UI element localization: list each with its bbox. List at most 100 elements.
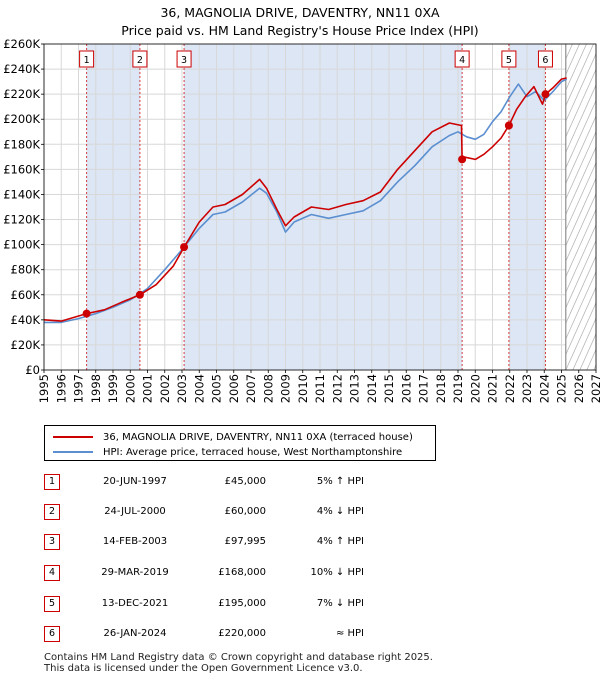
y-tick-label: £260K	[3, 37, 40, 51]
x-tick-label: 2024	[537, 374, 551, 403]
sale-hpi-comparison: 7% ↓ HPI	[316, 598, 364, 609]
sale-vertical-lines	[86, 44, 567, 370]
forecast-hatch	[565, 44, 596, 370]
sale-date: 13-DEC-2021	[101, 598, 169, 609]
x-tick-label: 2017	[417, 374, 431, 403]
sale-date: 20-JUN-1997	[103, 476, 167, 487]
y-tick-label: £60K	[11, 288, 41, 302]
x-tick-label: 2013	[348, 374, 362, 403]
x-tick-label: 2008	[261, 374, 275, 403]
hatch-line	[565, 84, 596, 154]
y-tick-label: £0	[25, 363, 40, 377]
x-tick-label: 2021	[486, 374, 500, 403]
hatch-line	[565, 177, 596, 247]
sale-number-badge: 2	[44, 504, 60, 520]
x-tick-label: 2022	[503, 374, 517, 403]
x-tick-label: 2023	[520, 374, 534, 403]
x-tick-labels: 1995 1996 1997 1998 1999 2000 2001 2002 2003 2004…	[37, 370, 600, 403]
footer-line-1: Contains HM Land Registry data © Crown c…	[44, 652, 433, 663]
y-tick-label: £100K	[3, 238, 40, 252]
x-tick-label: 2011	[313, 374, 327, 403]
sale-marker-label: 6	[542, 55, 548, 66]
title-line-2: Price paid vs. HM Land Registry's House …	[121, 23, 479, 38]
y-tick-label: £240K	[3, 62, 40, 76]
footer-line-2: This data is licensed under the Open Gov…	[44, 663, 363, 674]
hatch-line	[565, 161, 596, 231]
legend-property-label: 36, MAGNOLIA DRIVE, DAVENTRY, NN11 0XA (…	[103, 431, 413, 443]
sale-marker-box	[454, 50, 470, 68]
x-tick-label: 1997	[72, 374, 86, 403]
hatch-line	[565, 44, 594, 107]
x-tick-label: 2004	[192, 374, 206, 403]
x-tick-label: 1995	[37, 374, 51, 403]
x-tick-label: 1998	[89, 374, 103, 403]
legend-hpi-label: HPI: Average price, terraced house, West…	[103, 446, 403, 458]
x-tick-label: 2012	[330, 374, 344, 403]
sale-marker-box	[537, 50, 553, 68]
x-tick-label: 2014	[365, 374, 379, 403]
x-tick-label: 2027	[589, 374, 600, 403]
sale-point	[82, 309, 91, 318]
sale-price: £168,000	[218, 567, 266, 578]
y-tick-label: £20K	[11, 338, 41, 352]
y-tick-label: £80K	[11, 263, 41, 277]
sale-marker-labels: 1 2 3 4 5 6	[79, 50, 553, 68]
hatch-line	[565, 286, 596, 356]
sale-price: £60,000	[224, 506, 266, 517]
y-tick-label: £200K	[3, 112, 40, 126]
legend-item-property: 36, MAGNOLIA DRIVE, DAVENTRY, NN11 0XA (…	[53, 430, 413, 444]
x-tick-label: 2018	[434, 374, 448, 403]
sale-hpi-comparison: ≈ HPI	[335, 628, 364, 639]
y-tick-labels: £0 £20K £40K £60K £80K £100K £120K £140K £160K £1…	[3, 37, 44, 377]
property-price-line	[43, 77, 567, 322]
property-line-swatch	[53, 436, 93, 438]
sale-point	[504, 121, 513, 130]
price-chart: 1 2 3 4 5 6 £0 £20K £40K £60K £80K £100K £120K £140K…	[3, 37, 600, 403]
hpi-line-swatch	[53, 451, 93, 453]
y-tick-label: £180K	[3, 137, 40, 151]
y-tick-label: £220K	[3, 87, 40, 101]
sale-marker-label: 3	[181, 55, 187, 66]
sale-date: 14-FEB-2003	[102, 536, 168, 547]
sale-price: £220,000	[218, 628, 266, 639]
sale-marker-label: 2	[137, 55, 143, 66]
hatch-line	[565, 53, 596, 123]
sale-hpi-comparison: 4% ↑ HPI	[316, 536, 364, 547]
forecast-area	[565, 44, 596, 370]
sale-date: 29-MAR-2019	[101, 567, 169, 578]
x-tick-label: 1999	[106, 374, 120, 403]
sale-point	[180, 243, 189, 252]
hpi-line	[44, 78, 568, 324]
shaded-span	[184, 44, 463, 370]
x-tick-label: 2020	[468, 374, 482, 403]
x-tick-label: 2015	[382, 374, 396, 403]
sale-price: £195,000	[218, 598, 266, 609]
hatch-line	[565, 193, 596, 263]
hatch-line	[565, 68, 596, 138]
sale-number-badge: 5	[44, 596, 60, 612]
x-tick-label: 2003	[175, 374, 189, 403]
x-tick-label: 2006	[227, 374, 241, 403]
sale-number-badge: 4	[44, 565, 60, 581]
x-tick-label: 2009	[279, 374, 293, 403]
x-tick-label: 2025	[555, 374, 569, 403]
sale-point	[135, 290, 144, 299]
title-line-1: 36, MAGNOLIA DRIVE, DAVENTRY, NN11 0XA	[160, 5, 440, 20]
x-tick-label: 1996	[54, 374, 68, 403]
hatch-line	[565, 146, 596, 216]
x-tick-label: 2016	[399, 374, 413, 403]
sale-point	[458, 155, 467, 164]
table-row: 2 24-JUL-2000 £60,000 4% ↓ HPI	[44, 502, 404, 524]
sale-marker-label: 4	[459, 55, 465, 66]
legend: 36, MAGNOLIA DRIVE, DAVENTRY, NN11 0XA (…	[44, 425, 436, 461]
sale-marker-box	[176, 50, 192, 68]
sale-hpi-comparison: 10% ↓ HPI	[310, 567, 364, 578]
y-tick-label: £40K	[11, 313, 41, 327]
x-tick-label: 2005	[210, 374, 224, 403]
x-tick-label: 2007	[244, 374, 258, 403]
sale-marker-label: 5	[506, 55, 512, 66]
x-tick-label: 2002	[158, 374, 172, 403]
sale-point	[541, 90, 550, 99]
x-tick-label: 2000	[123, 374, 137, 403]
y-tick-label: £120K	[3, 213, 40, 227]
